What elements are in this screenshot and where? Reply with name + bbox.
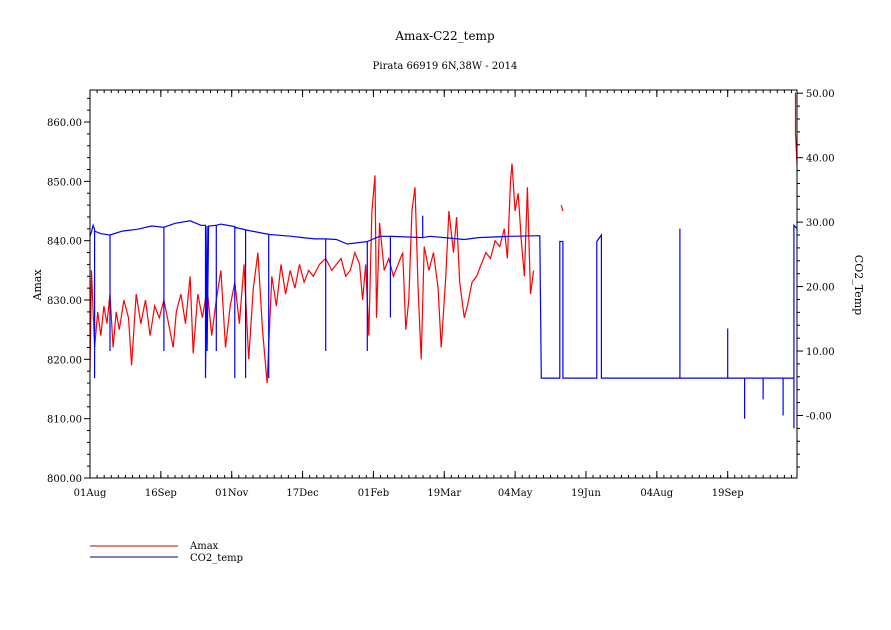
x-tick-label: 19Sep: [712, 488, 744, 499]
y-tick-label: 860.00: [47, 118, 82, 129]
series-line-amax: [560, 204, 564, 212]
y-axis-label: Amax: [31, 269, 44, 302]
y-tick-label: 820.00: [47, 355, 82, 366]
y2-tick-label: 10.00: [806, 347, 835, 358]
legend-label-co2-temp: CO2_temp: [190, 553, 243, 564]
x-tick-label: 19Jun: [571, 488, 601, 499]
y-tick-label: 830.00: [47, 296, 82, 307]
x-tick-label: 17Dec: [286, 488, 319, 499]
plot-frame: [89, 89, 798, 479]
y2-axis-label: CO2_Temp: [852, 255, 865, 315]
x-tick-label: 16Sep: [145, 488, 177, 499]
series-line-co2-temp: [89, 215, 798, 429]
x-tick-label: 01Feb: [358, 488, 389, 499]
y2-tick-label: -0.00: [806, 411, 832, 422]
legend: Amax CO2_temp: [90, 541, 243, 564]
y2-tick-label: 30.00: [806, 218, 835, 229]
y-tick-label: 840.00: [47, 237, 82, 248]
series-layer: [89, 92, 798, 429]
y2-tick-label: 40.00: [806, 154, 835, 165]
x-tick-label: 04May: [498, 488, 533, 499]
x-tick-label: 04Aug: [640, 488, 673, 499]
y-tick-label: 800.00: [47, 474, 82, 485]
y-tick-label: 850.00: [47, 177, 82, 188]
series-line-amax: [89, 163, 535, 384]
y2-tick-label: 50.00: [806, 89, 835, 100]
x-tick-label: 01Nov: [215, 488, 248, 499]
axes-layer: 01Aug 16Sep 01Nov 17Dec 01Feb 19Mar 04May 19Jun…: [47, 89, 835, 499]
x-tick-label: 01Aug: [74, 488, 107, 499]
chart-title: Amax-C22_temp: [394, 29, 495, 43]
x-tick-label: 19Mar: [427, 488, 461, 499]
legend-label-amax: Amax: [189, 541, 219, 552]
chart-subtitle: Pirata 66919 6N,38W - 2014: [373, 61, 518, 72]
y2-tick-label: 20.00: [806, 283, 835, 294]
y-tick-label: 810.00: [47, 415, 82, 426]
